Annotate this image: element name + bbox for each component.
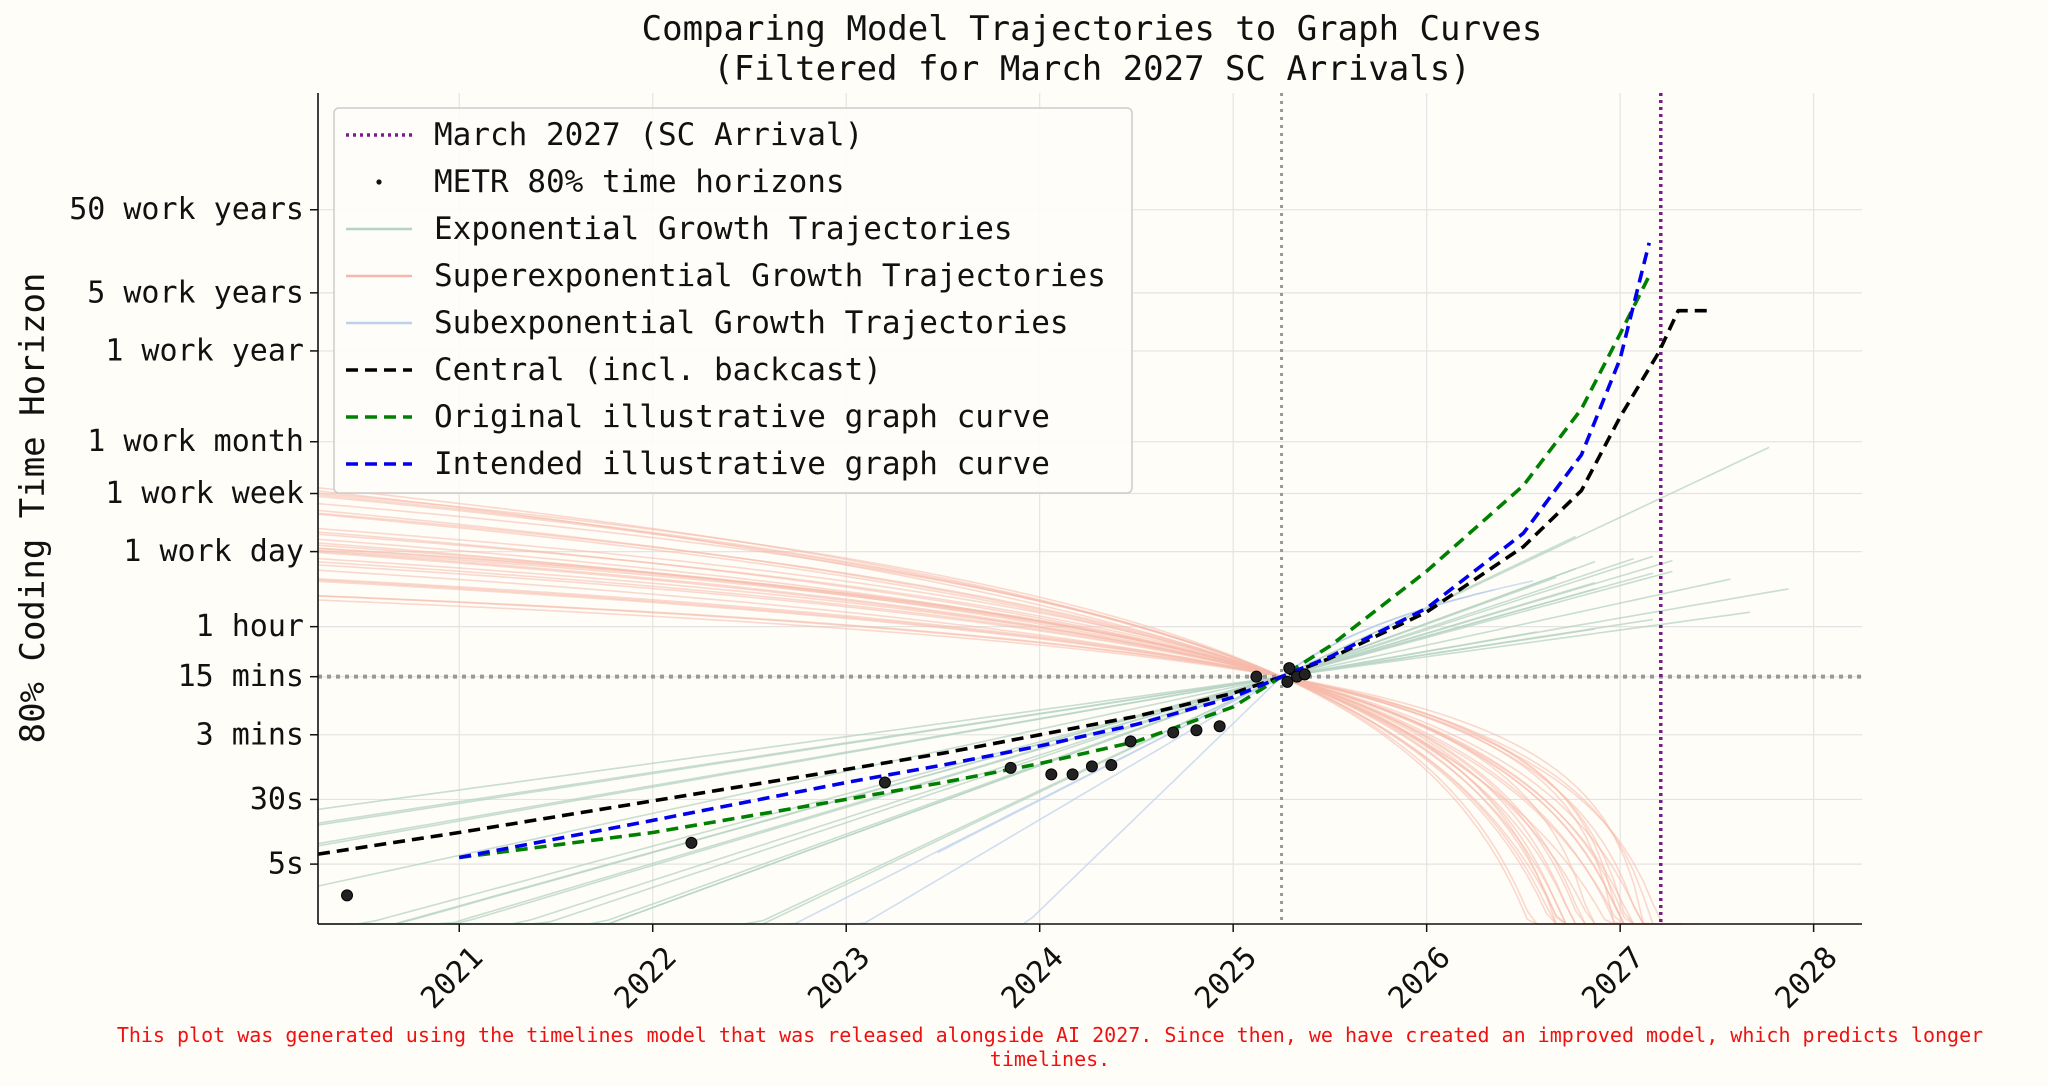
x-tick-label: 2028: [1769, 940, 1845, 1016]
x-tick-label: 2023: [801, 940, 877, 1016]
reference-lines: [318, 93, 1862, 924]
exponential-trajectory: [317, 578, 1731, 887]
legend-marker: [376, 179, 382, 185]
superexponential-trajectory: [317, 557, 1673, 925]
y-tick-label: 1 hour: [196, 609, 304, 644]
y-tick-label: 3 mins: [196, 717, 304, 752]
superexponential-trajectory: [317, 549, 1634, 925]
superexponential-trajectory: [317, 547, 1624, 925]
y-tick-label: 1 work year: [105, 333, 304, 368]
y-tick-label: 1 work month: [87, 424, 304, 459]
metr-data-point: [1105, 758, 1118, 771]
superexponential-trajectory: [317, 527, 1615, 925]
metr-data-point: [1190, 724, 1203, 737]
series-lines: [317, 242, 1708, 860]
footnote: This plot was generated using the timeli…: [116, 1023, 1984, 1071]
legend-box: [333, 107, 1133, 494]
axes: [317, 93, 1862, 925]
legend-label: Superexponential Growth Trajectories: [434, 258, 1106, 294]
superexponential-trajectory: [317, 595, 1634, 925]
superexponential-trajectory: [317, 502, 1595, 925]
superexponential-trajectory: [317, 569, 1683, 925]
superexponential-trajectory: [317, 564, 1702, 925]
legend-label: Central (incl. backcast): [434, 352, 882, 388]
exponential-trajectory: [318, 588, 1596, 925]
y-tick-label: 5 work years: [87, 275, 304, 310]
series-line: [458, 242, 1651, 860]
exponential-trajectory: [317, 588, 1789, 845]
legend: March 2027 (SC Arrival) METR 80% time hor…: [333, 107, 1133, 494]
metr-data-point: [1085, 760, 1098, 773]
metr-data-point: [1283, 662, 1296, 675]
metr-data-point: [1281, 675, 1294, 688]
chart-title: Comparing Model Trajectories to Graph Cu…: [642, 9, 1543, 89]
superexponential-trajectory: [317, 578, 1663, 925]
metr-data-point: [1045, 768, 1058, 781]
chart-title-line-1: Comparing Model Trajectories to Graph Cu…: [642, 9, 1543, 49]
chart-title-line-2: (Filtered for March 2027 SC Arrivals): [713, 49, 1470, 89]
metr-data-point: [685, 836, 698, 849]
legend-label: Exponential Growth Trajectories: [434, 211, 1013, 247]
legend-label: METR 80% time horizons: [434, 164, 845, 200]
superexponential-trajectory: [317, 550, 1683, 925]
superexponential-trajectory: [317, 599, 1654, 925]
y-tick-label: 50 work years: [69, 192, 304, 227]
metr-data-point: [1066, 768, 1079, 781]
metr-points: [341, 662, 1311, 902]
metr-data-point: [1250, 670, 1263, 683]
x-tick-label: 2027: [1575, 940, 1651, 1016]
superexponential-trajectory: [317, 551, 1663, 925]
exponential-trajectory: [318, 581, 1596, 925]
y-ticks: 5s 30s 3 mins 15 mins 1 hour 1 work day 1 work…: [69, 192, 318, 882]
metr-data-point: [1298, 668, 1311, 681]
metr-data-point: [1167, 726, 1180, 739]
series-line: [458, 274, 1651, 860]
exponential-trajectory: [318, 570, 1673, 925]
y-tick-label: 5s: [268, 847, 304, 882]
metr-data-point: [1004, 761, 1017, 774]
x-ticks: 2021 2022 2023 2024 2025 2026 2027 2028: [414, 924, 1845, 1016]
y-axis-label: 80% Coding Time Horizon: [13, 273, 53, 744]
superexponential-trajectory: [317, 512, 1634, 925]
superexponential-trajectory: [317, 513, 1653, 925]
metr-data-point: [1124, 735, 1137, 748]
metr-data-point: [878, 776, 891, 789]
superexponential-trajectory: [317, 542, 1653, 925]
y-tick-label: 1 work day: [123, 534, 304, 569]
superexponential-trajectory: [317, 531, 1692, 925]
legend-label: Subexponential Growth Trajectories: [434, 305, 1069, 341]
superexponential-trajectory: [317, 492, 1595, 925]
x-tick-label: 2022: [608, 940, 684, 1016]
y-tick-label: 1 work week: [105, 476, 304, 511]
x-tick-label: 2026: [1382, 940, 1458, 1016]
legend-label: Original illustrative graph curve: [434, 399, 1050, 435]
trajectory-lines: [317, 446, 1789, 925]
metr-data-point: [1213, 720, 1226, 733]
x-tick-label: 2024: [995, 940, 1071, 1016]
exponential-trajectory: [317, 611, 1750, 811]
metr-data-point: [341, 889, 354, 902]
superexponential-trajectory: [317, 594, 1653, 925]
x-tick-label: 2021: [414, 940, 490, 1016]
legend-label: March 2027 (SC Arrival): [434, 117, 863, 153]
superexponential-trajectory: [317, 487, 1605, 925]
x-tick-label: 2025: [1188, 940, 1264, 1016]
y-tick-label: 30s: [250, 782, 304, 817]
superexponential-trajectory: [317, 509, 1615, 925]
y-tick-label: 15 mins: [178, 659, 304, 694]
exponential-trajectory: [317, 618, 1654, 826]
legend-label: Intended illustrative graph curve: [434, 446, 1050, 482]
